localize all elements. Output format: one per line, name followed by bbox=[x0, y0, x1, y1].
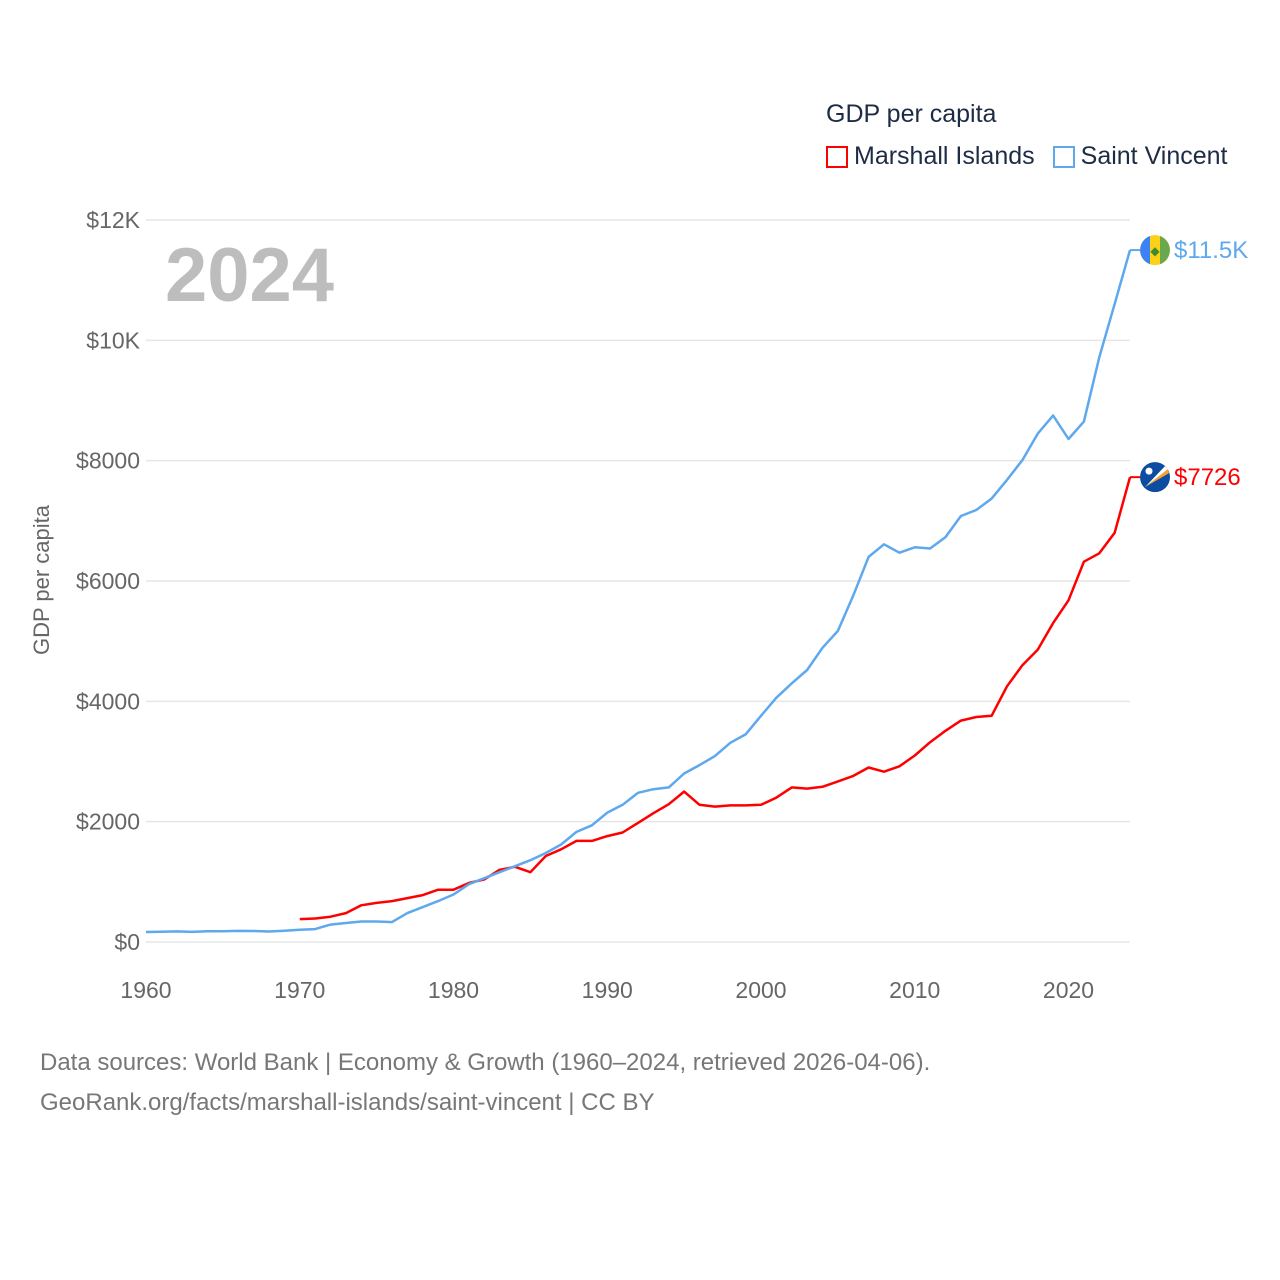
x-tick-label: 2020 bbox=[1043, 977, 1094, 1003]
flag-part bbox=[1140, 235, 1150, 265]
series-line-saint-vincent bbox=[145, 249, 1132, 934]
flag-part bbox=[1145, 466, 1168, 488]
x-tick-label: 2000 bbox=[735, 977, 786, 1003]
y-tick-label: $2000 bbox=[76, 809, 140, 835]
current-year-label: 2024 bbox=[165, 233, 335, 318]
end-value-label: $7726 bbox=[1174, 464, 1241, 491]
y-tick-label: $6000 bbox=[76, 568, 140, 594]
legend-swatch bbox=[1052, 145, 1075, 168]
x-tick-label: 1990 bbox=[582, 977, 633, 1003]
data-source-text: Data sources: World Bank | Economy & Gro… bbox=[40, 1049, 931, 1076]
legend: Marshall Islands Saint Vincent bbox=[826, 142, 1228, 171]
flag-part bbox=[1145, 469, 1169, 488]
x-tick-label: 1960 bbox=[120, 977, 171, 1003]
y-tick-label: $4000 bbox=[76, 688, 140, 714]
y-tick-label: $10K bbox=[86, 327, 140, 353]
flag-part bbox=[1160, 235, 1170, 265]
x-tick-label: 2010 bbox=[889, 977, 940, 1003]
legend-title: GDP per capita bbox=[826, 100, 997, 128]
legend-item-marshall-islands[interactable]: Marshall Islands bbox=[826, 142, 1035, 171]
legend-label: Marshall Islands bbox=[854, 142, 1035, 170]
x-tick-label: 1980 bbox=[428, 977, 479, 1003]
y-tick-label: $0 bbox=[114, 929, 140, 955]
source-url-text: GeoRank.org/facts/marshall-islands/saint… bbox=[40, 1089, 655, 1116]
x-tick-label: 1970 bbox=[274, 977, 325, 1003]
flag-star bbox=[1145, 467, 1153, 475]
footer: Data sources: World Bank | Economy & Gro… bbox=[40, 1043, 930, 1123]
legend-label: Saint Vincent bbox=[1080, 142, 1228, 170]
series-line-marshall-islands bbox=[299, 476, 1132, 921]
legend-swatch bbox=[826, 145, 848, 168]
y-tick-label: $12K bbox=[86, 207, 140, 233]
y-tick-label: $8000 bbox=[76, 448, 140, 474]
end-value-label: $11.5K bbox=[1174, 237, 1248, 264]
legend-item-saint-vincent[interactable]: Saint Vincent bbox=[1052, 142, 1228, 171]
y-axis-title: GDP per capita bbox=[29, 504, 54, 656]
flag-diamonds: ◆ bbox=[1150, 244, 1160, 258]
